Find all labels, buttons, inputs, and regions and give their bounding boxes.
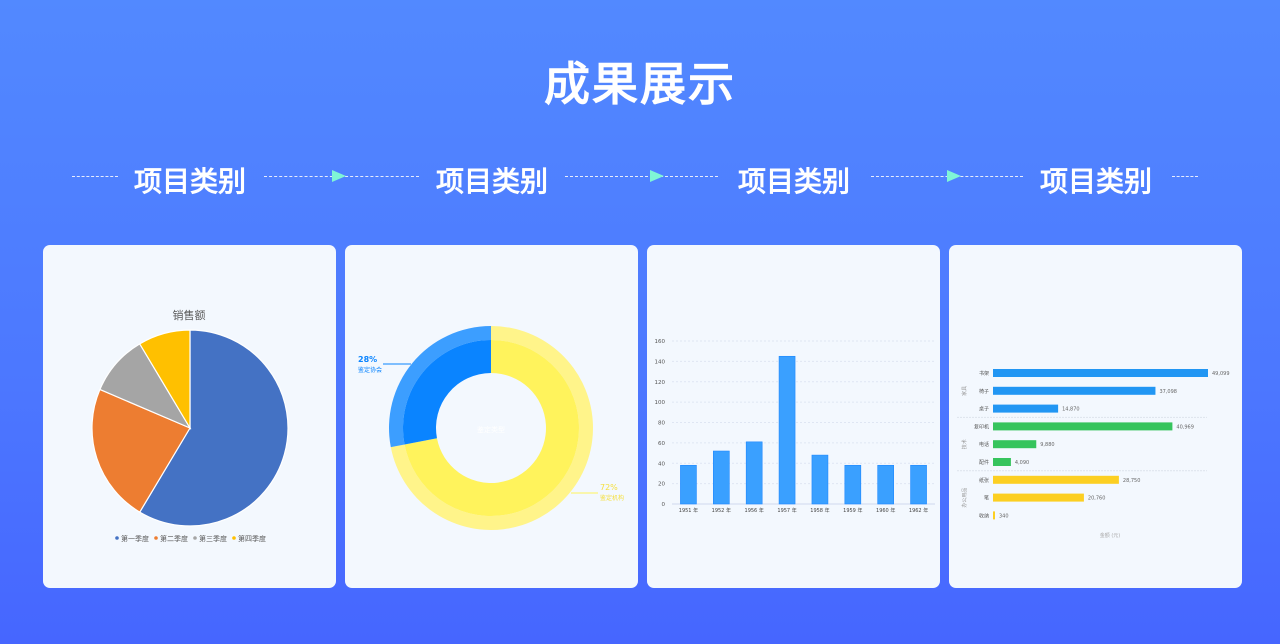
y-tick-label: 100 <box>655 400 666 406</box>
category-label: 椅子 <box>979 388 989 395</box>
category-label: 书架 <box>979 370 989 377</box>
donut-chart: 鉴定类型 28% 鉴定协会 72% 鉴定机构 <box>358 326 624 530</box>
value-label: 40,969 <box>1176 424 1194 430</box>
arrow-right-icon <box>947 170 961 182</box>
category-label: 鉴定机构 <box>600 494 624 502</box>
chart-title: 销售额 <box>173 308 206 322</box>
bar <box>993 458 1011 466</box>
bar-chart-card: 0 20 40 60 80 100 120 140 160 1951 年 1952 年 1956 年 1… <box>647 245 940 588</box>
y-tick-label: 0 <box>662 502 666 508</box>
x-tick-label: 1958 年 <box>810 507 829 514</box>
legend-marker <box>115 536 119 540</box>
group-label: 技术 <box>961 439 968 449</box>
bar-chart: 0 20 40 60 80 100 120 140 160 1951 年 1952 年 1956 年 1… <box>655 339 935 514</box>
step-label-3: 项目类别 <box>737 165 850 198</box>
y-tick-label: 20 <box>658 482 665 488</box>
y-tick-label: 40 <box>658 461 665 467</box>
x-tick-label: 1956 年 <box>745 507 764 514</box>
dashed-connector <box>1172 176 1198 177</box>
bar <box>778 355 796 505</box>
y-tick-label: 80 <box>658 421 665 427</box>
category-label: 配件 <box>979 459 989 466</box>
value-label: 72% <box>600 483 618 492</box>
value-label: 9,880 <box>1040 442 1054 448</box>
bar <box>993 386 1156 395</box>
legend-label: 第四季度 <box>238 534 266 543</box>
bar <box>745 441 763 505</box>
dashed-connector <box>565 176 718 177</box>
value-label: 37,098 <box>1159 389 1177 395</box>
dashed-connector <box>72 176 118 177</box>
pie-slice <box>138 329 191 431</box>
x-tick-label: 1960 年 <box>876 507 895 514</box>
group-label: 家具 <box>961 386 968 396</box>
legend-label: 第二季度 <box>160 534 188 543</box>
x-tick-label: 1957 年 <box>777 507 796 514</box>
legend-label: 第一季度 <box>121 534 149 543</box>
value-label: 28,750 <box>1123 478 1141 484</box>
x-tick-label: 1959 年 <box>843 507 862 514</box>
category-label: 电话 <box>979 441 989 448</box>
legend-marker <box>232 536 236 540</box>
category-label: 收纳 <box>979 512 989 519</box>
hbar-chart-card: 书架 49,099 椅子 37,098 桌子 14,870 家具复印机 40,969 电话 9,8… <box>949 245 1242 588</box>
category-label: 笔 <box>984 495 989 502</box>
donut-inner-segment <box>403 340 491 445</box>
step-label-2: 项目类别 <box>435 165 548 198</box>
category-label: 鉴定协会 <box>358 366 382 374</box>
bar <box>993 404 1059 413</box>
x-tick-label: 1962 年 <box>909 507 928 514</box>
bar <box>993 511 995 520</box>
value-label: 49,099 <box>1212 371 1230 377</box>
pie-slice <box>138 329 289 527</box>
category-label: 复印机 <box>974 423 989 430</box>
value-label: 20,760 <box>1088 496 1106 502</box>
pie-slice <box>91 388 191 513</box>
bar <box>713 450 730 505</box>
step-label-1: 项目类别 <box>133 165 246 198</box>
page-title: 成果展示 <box>544 57 736 111</box>
y-tick-label: 60 <box>658 441 665 447</box>
value-label: 340 <box>999 513 1009 519</box>
legend-label: 第三季度 <box>199 534 227 543</box>
bar <box>877 464 894 505</box>
category-label: 纸张 <box>979 477 989 484</box>
bar <box>993 493 1084 502</box>
x-tick-label: 1952 年 <box>712 507 731 514</box>
step-label-4: 项目类别 <box>1039 165 1152 198</box>
pie-chart-card: 销售额第一季度 第二季度 第三季度 第四季度 <box>43 245 336 588</box>
y-tick-label: 160 <box>655 339 666 345</box>
category-label: 桌子 <box>979 406 989 413</box>
value-label: 28% <box>358 355 377 364</box>
arrow-right-icon <box>650 170 664 182</box>
bar <box>844 464 862 505</box>
bar <box>811 454 829 505</box>
donut-inner-segment <box>404 340 579 516</box>
bar <box>680 464 697 505</box>
value-label: 4,090 <box>1015 460 1029 466</box>
bar <box>993 422 1173 431</box>
center-label: 鉴定类型 <box>477 425 505 434</box>
value-label: 14,870 <box>1062 407 1080 413</box>
group-label: 办公用品 <box>961 488 968 508</box>
donut-outer-segment <box>389 326 491 448</box>
x-axis-label: 金额 (元) <box>1100 532 1121 539</box>
arrow-right-icon <box>332 170 346 182</box>
legend-marker <box>193 536 197 540</box>
y-tick-label: 140 <box>655 359 666 365</box>
legend-marker <box>154 536 158 540</box>
bar <box>993 475 1119 484</box>
bar <box>993 369 1208 377</box>
y-tick-label: 120 <box>655 380 666 386</box>
donut-chart-card: 鉴定类型 28% 鉴定协会 72% 鉴定机构 <box>345 245 638 588</box>
bar <box>993 440 1037 449</box>
bar <box>910 464 927 505</box>
x-tick-label: 1951 年 <box>679 507 698 514</box>
